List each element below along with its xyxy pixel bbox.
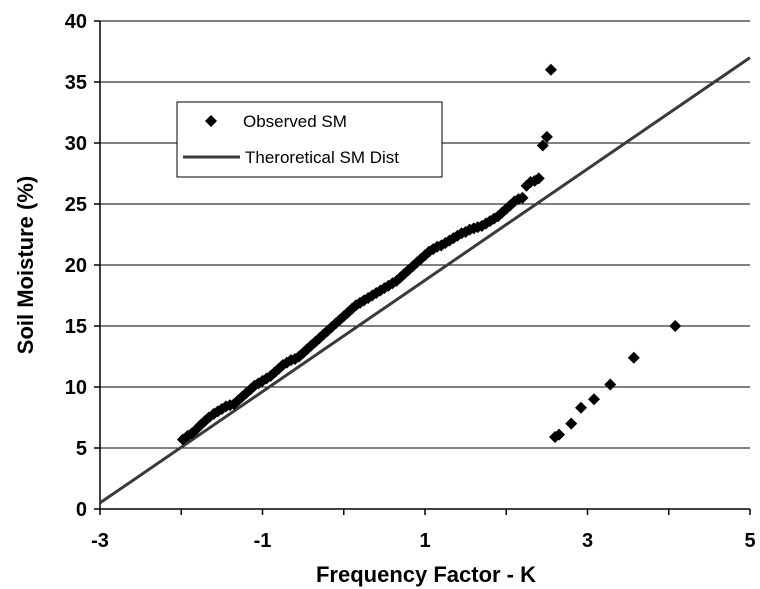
legend-label-observed: Observed SM xyxy=(243,112,347,131)
legend-diamond-marker xyxy=(205,115,217,127)
legend-box xyxy=(176,101,443,178)
observed-point-83 xyxy=(516,191,529,204)
observed-point-95 xyxy=(588,393,600,406)
theoretical-line xyxy=(99,56,751,505)
y-tick-label-2: 10 xyxy=(65,377,87,399)
y-tick-label-1: 5 xyxy=(76,438,87,460)
gridlines xyxy=(100,20,750,449)
observed-point-96 xyxy=(604,378,617,391)
observed-point-88 xyxy=(536,139,549,152)
y-tick-label-3: 15 xyxy=(65,316,87,338)
legend: Observed SM Theroretical SM Dist xyxy=(176,101,443,178)
y-tick-label-5: 25 xyxy=(65,194,87,216)
x-tick-label-3: 3 xyxy=(582,530,593,552)
observed-point-92 xyxy=(553,428,566,441)
y-tick-label-0: 0 xyxy=(76,499,87,521)
observed-point-87 xyxy=(532,172,545,185)
y-tick-label-8: 40 xyxy=(65,11,87,33)
x-tick-label-1: -1 xyxy=(254,530,272,552)
observed-point-97 xyxy=(627,351,640,364)
x-tick-labels: -3 -1 1 3 5 xyxy=(91,509,756,552)
y-tick-labels: 0 5 10 15 20 25 30 35 40 xyxy=(65,11,100,521)
theoretical-line-group xyxy=(99,56,751,505)
observed-point-93 xyxy=(565,417,578,430)
y-tick-label-6: 30 xyxy=(65,133,87,155)
observed-point-98 xyxy=(669,320,682,332)
y-axis-title: Soil Moisture (%) xyxy=(13,176,38,354)
observed-point-89 xyxy=(540,130,553,143)
x-tick-label-4: 5 xyxy=(744,530,755,552)
x-tick-label-2: 1 xyxy=(419,530,430,552)
x-tick-label-0: -3 xyxy=(91,530,109,552)
legend-label-theoretical: Theroretical SM Dist xyxy=(245,148,399,167)
x-axis-title: Frequency Factor - K xyxy=(316,562,536,587)
observed-points-group xyxy=(176,63,682,446)
observed-point-94 xyxy=(575,401,587,414)
y-tick-label-4: 20 xyxy=(65,255,87,277)
observed-point-90 xyxy=(544,63,557,76)
y-tick-label-7: 35 xyxy=(65,72,87,94)
